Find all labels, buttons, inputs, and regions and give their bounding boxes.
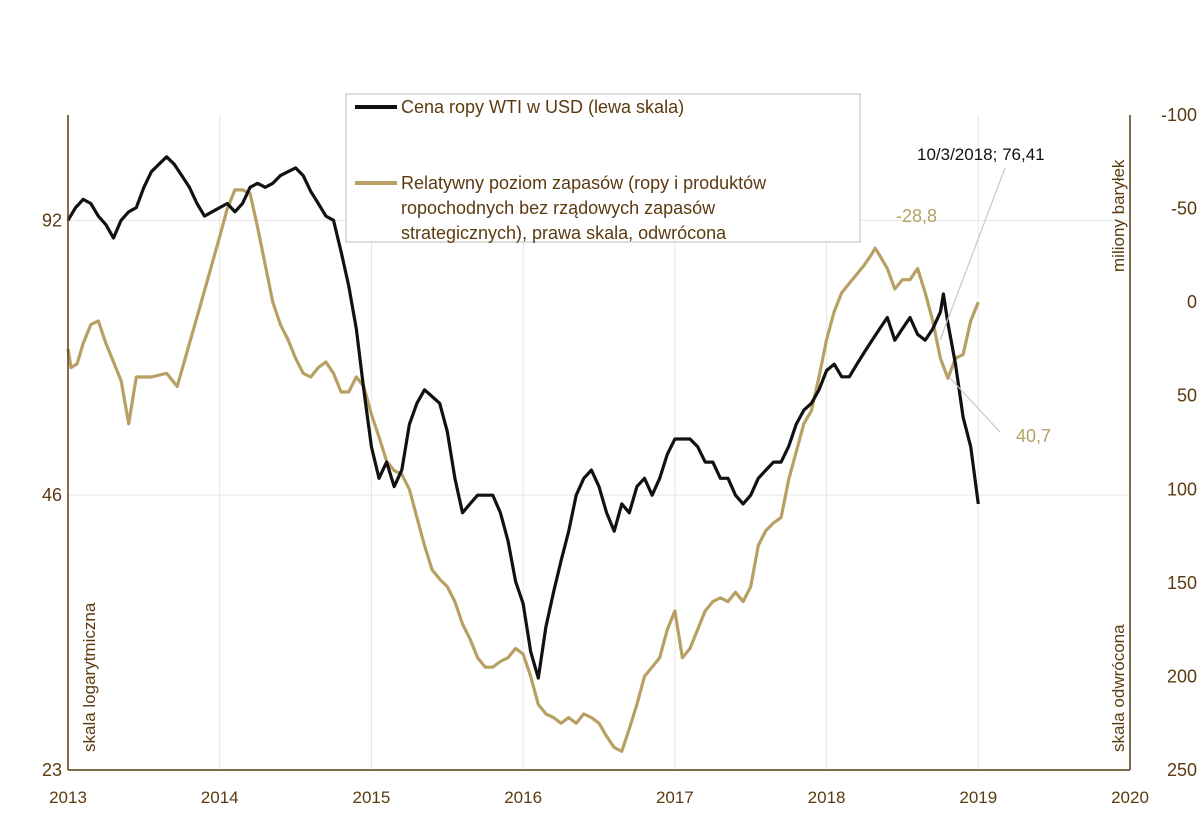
- legend-label-inventory-1: Relatywny poziom zapasów (ropy i produkt…: [401, 173, 767, 193]
- right-tick-200: 200: [1167, 666, 1197, 686]
- x-tick-labels: 2013 2014 2015 2016 2017 2018 2019 2020: [49, 788, 1149, 807]
- axes: [67, 115, 1131, 771]
- callout-inventory-value: [949, 377, 1001, 433]
- left-axis-title: skala logarytmiczna: [80, 602, 99, 752]
- legend-label-inventory-2: ropochodnych bez rządowych zapasów: [401, 198, 716, 218]
- right-tick-labels: -100 -50 0 50 100 150 200 250: [1161, 105, 1197, 780]
- wti-series-line: [66, 155, 980, 680]
- x-tick-2019: 2019: [959, 788, 997, 807]
- legend: Cena ropy WTI w USD (lewa skala) Relatyw…: [345, 93, 861, 243]
- left-tick-23: 23: [42, 760, 62, 780]
- legend-box: [345, 93, 861, 243]
- right-tick--100: -100: [1161, 105, 1197, 125]
- x-tick-2014: 2014: [201, 788, 239, 807]
- x-tick-2020: 2020: [1111, 788, 1149, 807]
- left-tick-46: 46: [42, 485, 62, 505]
- right-tick-250: 250: [1167, 760, 1197, 780]
- inventory-series-line: [66, 188, 980, 753]
- annotation-wti-peak: 10/3/2018; 76,41: [917, 145, 1045, 164]
- x-tick-2013: 2013: [49, 788, 87, 807]
- legend-label-wti: Cena ropy WTI w USD (lewa skala): [401, 97, 684, 117]
- left-tick-92: 92: [42, 210, 62, 230]
- x-tick-2015: 2015: [353, 788, 391, 807]
- x-tick-2017: 2017: [656, 788, 694, 807]
- right-tick-0: 0: [1187, 292, 1197, 312]
- callout-wti-peak: [939, 167, 1006, 341]
- x-tick-2016: 2016: [504, 788, 542, 807]
- annotation-inventory-value: 40,7: [1016, 426, 1051, 446]
- right-tick-50: 50: [1177, 386, 1197, 406]
- right-tick--50: -50: [1171, 199, 1197, 219]
- annotation-inventory-min: -28,8: [896, 206, 937, 226]
- right-axis-title-bottom: skala odwrócona: [1109, 624, 1128, 752]
- annotations: 10/3/2018; 76,41 -28,8 40,7: [896, 145, 1051, 446]
- left-tick-labels: 92 46 23: [42, 210, 62, 780]
- legend-label-inventory-3: strategicznych), prawa skala, odwrócona: [401, 223, 727, 243]
- right-axis-title-top: miliony baryłek: [1109, 159, 1128, 272]
- right-tick-150: 150: [1167, 573, 1197, 593]
- x-tick-2018: 2018: [808, 788, 846, 807]
- right-tick-100: 100: [1167, 479, 1197, 499]
- series-layer: [66, 155, 980, 753]
